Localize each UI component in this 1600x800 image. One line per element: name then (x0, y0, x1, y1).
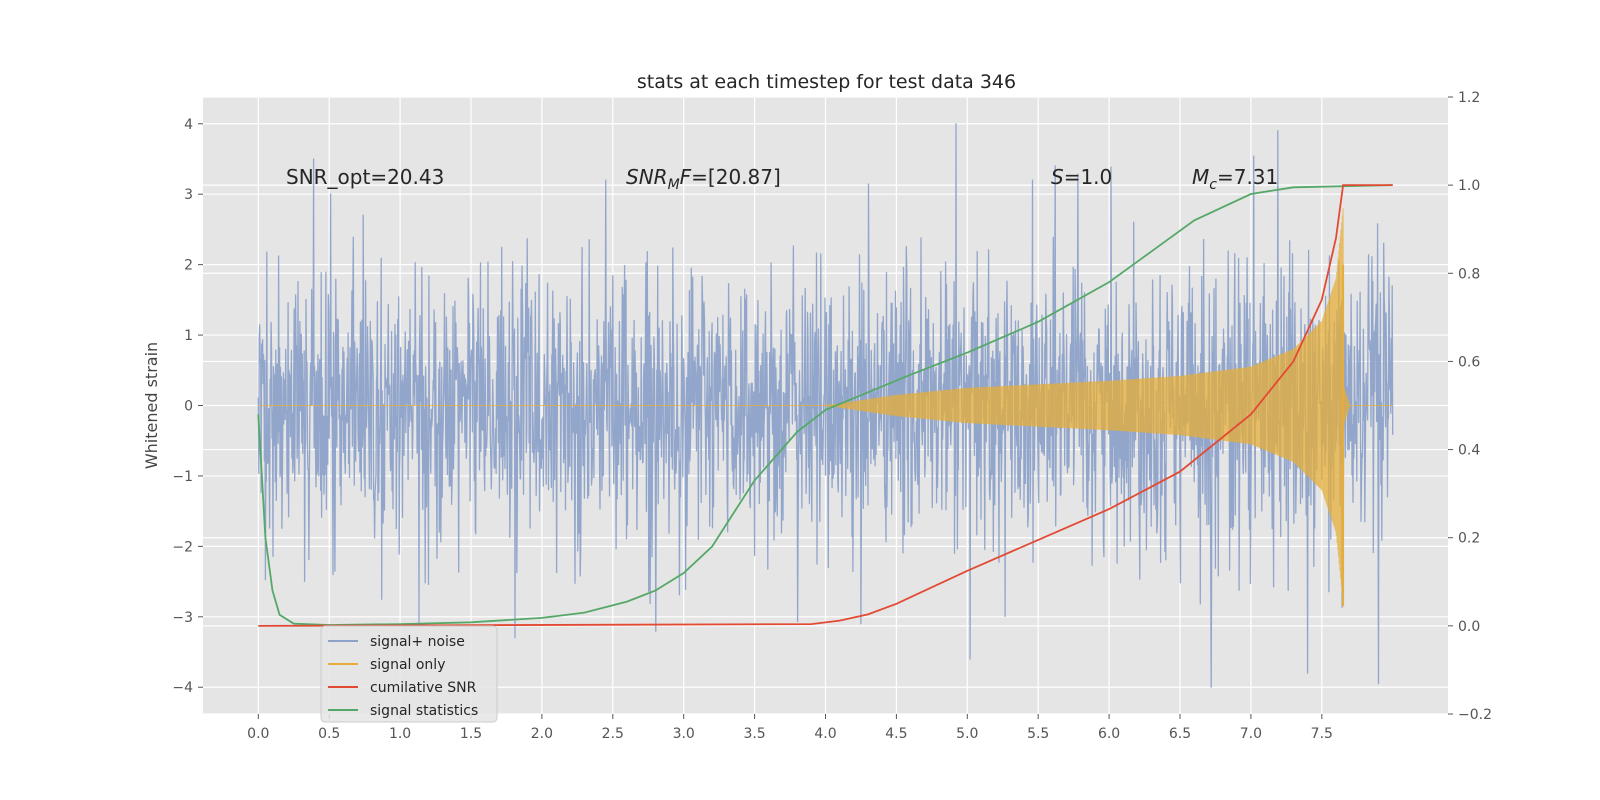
y2-tick-label: −0.2 (1458, 707, 1492, 723)
x-tick-label: 5.5 (1027, 726, 1049, 742)
legend-label: signal+ noise (370, 634, 465, 650)
x-tick-label: 4.0 (814, 726, 836, 742)
y-tick-label: 0 (184, 399, 193, 415)
series-signal-statistics-line (257, 184, 1393, 626)
x-tick-label: 6.5 (1169, 726, 1191, 742)
annotation-mc: Mc=7.31 (1192, 165, 1278, 193)
y-tick-label: −4 (172, 680, 193, 696)
series-cumulative-snr-line (258, 184, 1393, 627)
chart-title: stats at each timestep for test data 346 (637, 71, 1016, 93)
y-tick-label: 2 (184, 258, 193, 274)
x-tick-label: 7.5 (1311, 726, 1333, 742)
y-tick-label: 3 (184, 187, 193, 203)
y-tick-label: 4 (184, 117, 193, 133)
annotation-snr-mf: SNRMF=[20.87] (626, 165, 781, 193)
x-tick-label: 2.0 (531, 726, 553, 742)
series-signal-only-line (258, 208, 1393, 600)
legend: signal+ noise signal only cumilative SNR si… (320, 625, 498, 723)
y2-tick-label: 0.4 (1458, 443, 1480, 459)
annotations: SNR_opt=20.43 SNRMF=[20.87] S=1.0 Mc=7.31 (286, 165, 1278, 193)
y-axis-label: Whitened strain (142, 342, 161, 469)
x-tick-label: 3.5 (743, 726, 765, 742)
y2-tick-label: 0.6 (1458, 354, 1480, 370)
x-tick-label: 1.0 (389, 726, 411, 742)
y2-tick-label: 0.2 (1458, 531, 1480, 547)
legend-label: signal only (370, 657, 445, 673)
y2-tick-label: 0.8 (1458, 266, 1480, 282)
x-tick-label: 2.5 (602, 726, 624, 742)
x-tick-label: 0.0 (247, 726, 269, 742)
series-signal-noise-line (257, 123, 1394, 688)
y2-tick-label: 1.2 (1458, 90, 1480, 106)
x-tick-label: 1.5 (460, 726, 482, 742)
y-tick-label: −2 (172, 539, 193, 555)
y2-tick-label: 1.0 (1458, 178, 1480, 194)
ticks: 0.0 0.5 1.0 1.5 2.0 2.5 3.0 3.5 4.0 4.5 5.0 5.5 6.0 6… (172, 90, 1492, 742)
legend-label: cumilative SNR (370, 680, 477, 696)
x-tick-label: 4.5 (885, 726, 907, 742)
legend-box (320, 625, 498, 723)
y-tick-label: −1 (172, 469, 193, 485)
y2-tick-label: 0.0 (1458, 619, 1480, 635)
x-tick-label: 7.0 (1240, 726, 1262, 742)
line-series (257, 184, 1393, 627)
x-tick-label: 3.0 (673, 726, 695, 742)
legend-label: signal statistics (370, 703, 478, 719)
y-tick-label: 1 (184, 328, 193, 344)
annotation-s: S=1.0 (1051, 165, 1112, 189)
y-tick-label: −3 (172, 610, 193, 626)
x-tick-label: 0.5 (318, 726, 340, 742)
x-tick-label: 5.0 (956, 726, 978, 742)
x-tick-label: 6.0 (1098, 726, 1120, 742)
annotation-snr-opt: SNR_opt=20.43 (286, 165, 444, 189)
signal-noise-series (257, 123, 1394, 688)
signal-only-series (258, 208, 1393, 607)
